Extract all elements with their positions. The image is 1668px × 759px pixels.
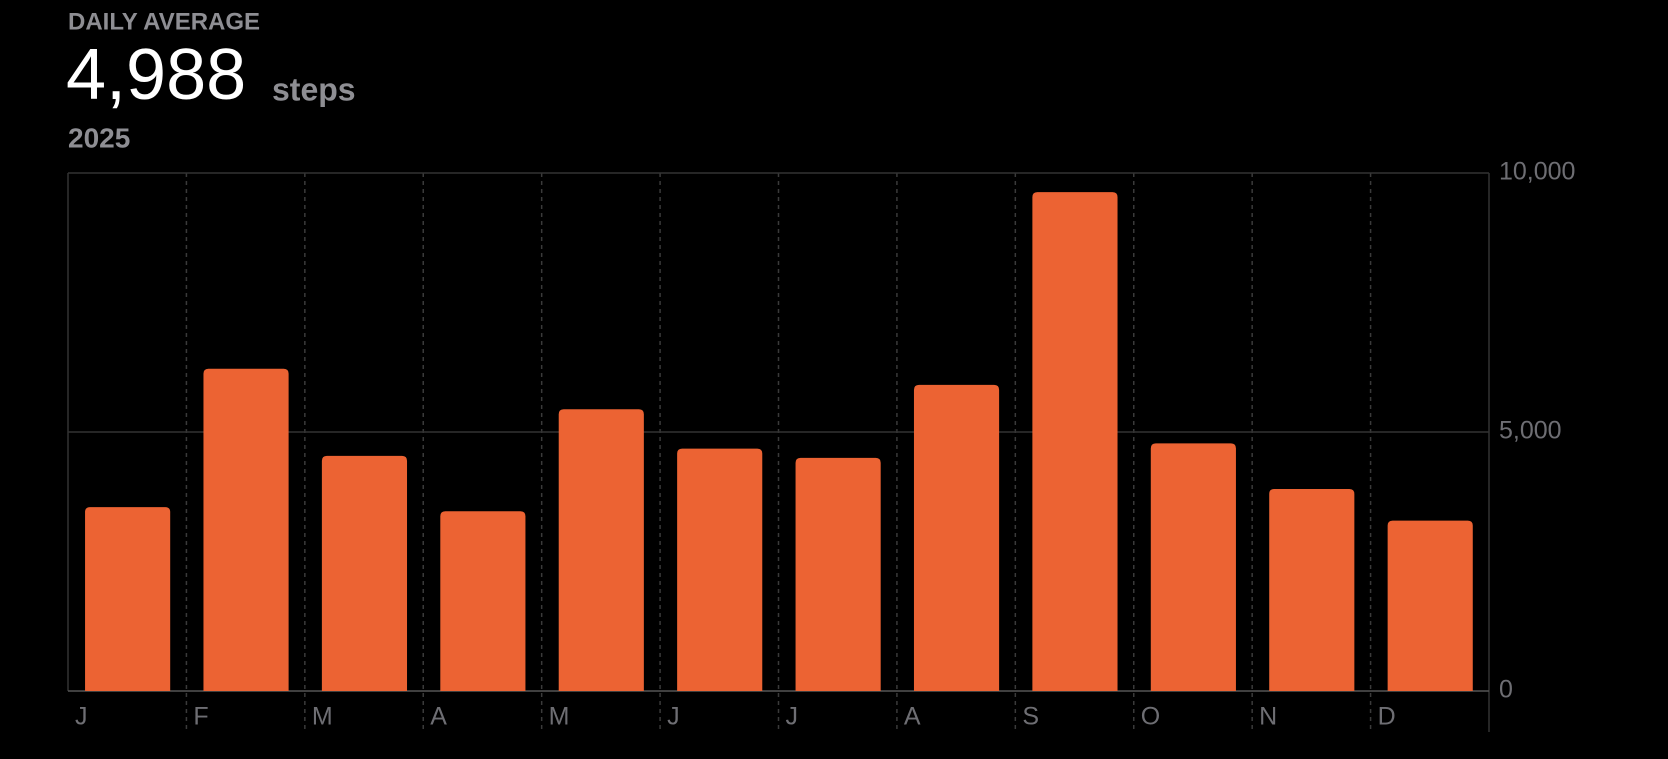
x-tick-label: J — [786, 703, 799, 731]
bar — [1150, 443, 1236, 691]
x-tick-label: D — [1378, 703, 1396, 731]
x-tick-label: N — [1259, 703, 1277, 731]
bar — [913, 384, 1000, 691]
bar — [203, 368, 289, 691]
x-tick-label: A — [430, 703, 447, 731]
y-tick-label: 5,000 — [1499, 417, 1562, 445]
bar — [1032, 192, 1118, 691]
x-tick-label: O — [1141, 703, 1160, 731]
summary-period: 2025 — [68, 122, 130, 153]
x-tick-label: J — [75, 703, 88, 731]
x-tick-label: S — [1022, 703, 1039, 731]
bar — [795, 457, 881, 691]
x-tick-label: A — [904, 703, 921, 731]
bar — [321, 455, 408, 691]
y-tick-label: 10,000 — [1499, 158, 1575, 186]
bar — [677, 448, 763, 691]
summary-unit: steps — [272, 71, 356, 107]
x-tick-label: J — [667, 703, 680, 731]
x-tick-label: M — [312, 703, 333, 731]
bar — [440, 511, 526, 691]
summary-value: 4,988 — [66, 35, 246, 115]
bar — [1269, 488, 1355, 691]
x-tick-label: M — [549, 703, 570, 731]
bar — [85, 507, 171, 691]
bar — [1387, 520, 1473, 691]
x-tick-label: F — [193, 703, 208, 731]
bar — [558, 409, 644, 691]
y-tick-label: 0 — [1499, 676, 1513, 704]
summary-label: DAILY AVERAGE — [68, 8, 260, 35]
